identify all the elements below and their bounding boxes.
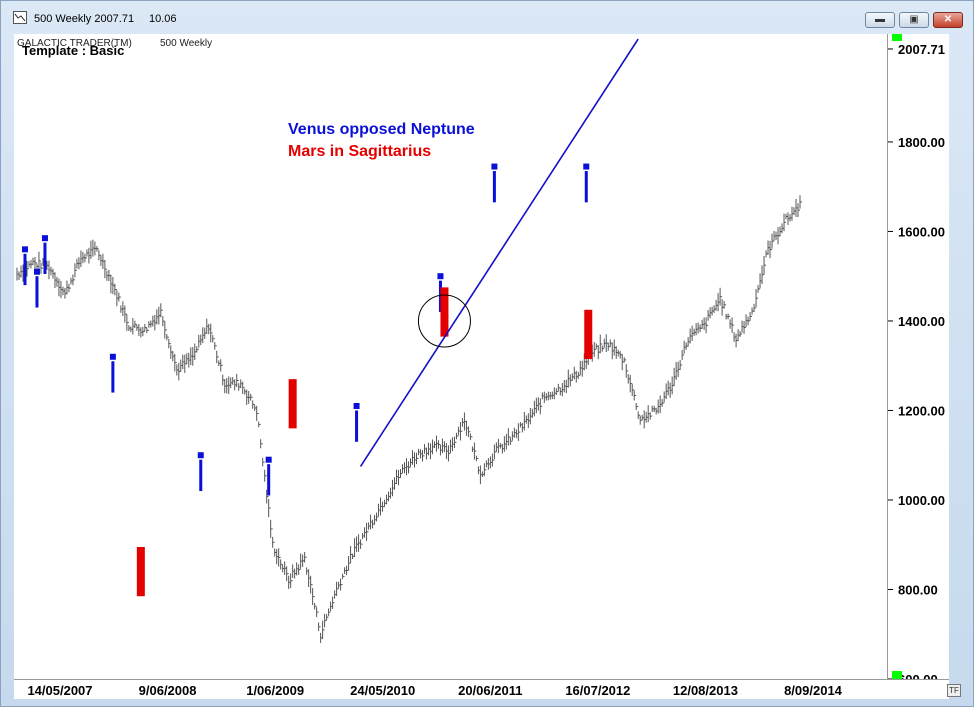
y-tick-label: 600.00 [898,672,938,679]
venus-event-bar [43,242,47,274]
venus-event-bar [199,459,203,492]
y-tick-label: 1400.00 [898,314,945,329]
venus-event-marker [353,402,360,409]
x-tick-label: 8/09/2014 [784,683,843,698]
y-tick-label: 1600.00 [898,224,945,239]
title-bar[interactable]: 500 Weekly 2007.71 10.06 ▬ ▣ ✕ [1,1,973,31]
highlight-circle [417,294,471,348]
x-tick-label: 20/06/2011 [458,683,522,698]
venus-event-bar [355,410,359,442]
x-axis: 14/05/2007 9/06/2008 1/06/2009 24/05/2010 20… [27,683,843,698]
close-icon: ✕ [943,14,953,25]
venus-event-bar [23,253,27,286]
legend-venus-neptune: Venus opposed Neptune [288,121,475,138]
venus-event-bar [492,171,496,203]
price-axis[interactable]: 600.00 800.00 1000.00 1200.00 1400.00 1600.00… [887,34,949,687]
venus-event-bar [111,361,115,393]
venus-event-marker [583,163,590,170]
x-tick-label: 16/07/2012 [565,683,630,698]
trendline [359,38,639,467]
top-marker [892,34,902,41]
template-label: Template : Basic [22,43,124,58]
venus-event-bar [35,276,39,308]
price-chart[interactable]: GALACTIC TRADER(TM) 500 Weekly Template … [14,34,887,679]
y-tick-label: 800.00 [898,582,938,597]
venus-event-marker [21,246,28,253]
x-tick-label: 1/06/2009 [246,683,304,698]
maximize-icon: ▣ [909,14,919,25]
y-tick-label: 1000.00 [898,493,945,508]
y-tick-label: 1200.00 [898,403,945,418]
x-tick-label: 9/06/2008 [139,683,197,698]
minimize-button[interactable]: ▬ [865,12,895,28]
venus-event-bar [584,171,588,203]
bottom-marker [892,671,902,679]
window-title: 500 Weekly 2007.71 [34,13,135,25]
venus-event-marker [437,273,444,280]
x-tick-label: 12/08/2013 [673,683,738,698]
venus-event-marker [109,353,116,360]
mars-event-bar [136,546,145,597]
venus-event-bar [267,464,271,496]
mars-event-bar [584,309,593,359]
chart-header-right: 500 Weekly [160,38,212,49]
venus-event-marker [41,235,48,242]
minimize-icon: ▬ [875,14,885,25]
x-tick-label: 14/05/2007 [27,683,92,698]
venus-event-marker [33,268,40,275]
y-axis: 600.00 800.00 1000.00 1200.00 1400.00 1600.00… [888,34,945,687]
mars-event-bar [440,287,449,337]
chart-header-left: GALACTIC TRADER(TM) [17,38,132,49]
date-axis[interactable]: 14/05/2007 9/06/2008 1/06/2009 24/05/2010 20… [14,679,949,699]
window-title-value: 10.06 [149,13,177,25]
chart-plot-area[interactable]: GALACTIC TRADER(TM) 500 Weekly Template … [14,34,887,679]
legend-mars-sagittarius: Mars in Sagittarius [288,143,431,160]
mars-event-bar [288,379,297,429]
maximize-button[interactable]: ▣ [899,12,929,28]
venus-event-marker [197,452,204,459]
chart-app-icon [13,11,27,24]
close-button[interactable]: ✕ [933,12,963,28]
venus-event-marker [491,163,498,170]
y-tick-label: 1800.00 [898,135,945,150]
tf-button[interactable]: TF [947,684,961,697]
venus-event-marker [265,456,272,463]
y-tick-label: 2007.71 [898,42,945,57]
x-tick-label: 24/05/2010 [350,683,415,698]
